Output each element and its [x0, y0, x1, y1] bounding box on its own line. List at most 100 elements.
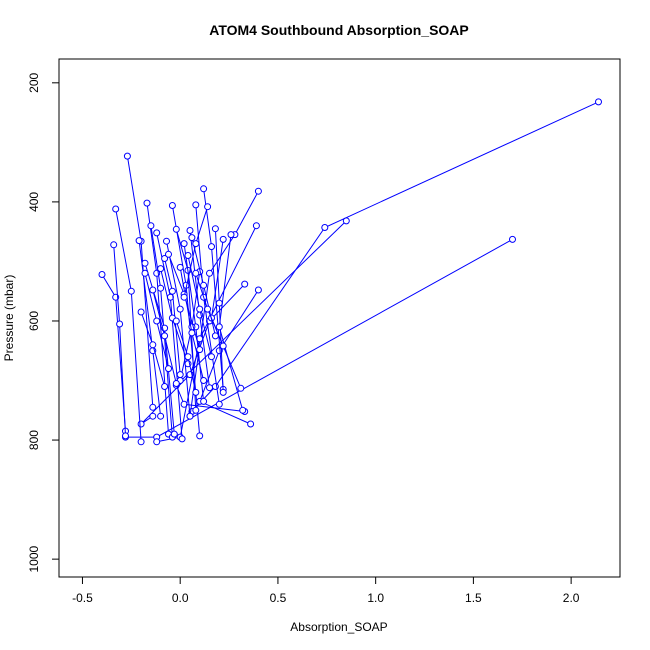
series-37	[172, 317, 200, 396]
data-point	[153, 438, 161, 446]
series-32	[157, 265, 192, 368]
series-line	[189, 190, 259, 417]
data-point	[186, 227, 194, 234]
series-29	[184, 252, 215, 361]
data-point	[215, 299, 223, 307]
series-30	[137, 308, 169, 390]
data-point	[204, 203, 212, 211]
data-point	[192, 269, 200, 277]
data-point	[178, 435, 186, 443]
data-point	[239, 406, 247, 414]
data-point	[137, 438, 145, 446]
data-point	[192, 201, 200, 209]
data-point	[200, 185, 208, 193]
data-point	[200, 377, 208, 384]
data-point	[208, 353, 215, 361]
data-point	[149, 403, 157, 411]
data-point	[192, 240, 200, 248]
data-point	[165, 365, 172, 373]
data-point	[219, 342, 227, 350]
data-point	[168, 202, 176, 209]
x-tick-label: 2.0	[563, 591, 580, 605]
data-point	[137, 308, 145, 316]
series-36	[192, 269, 227, 350]
series-23	[215, 231, 247, 414]
data-point	[127, 287, 135, 295]
data-point	[137, 420, 145, 428]
data-point	[215, 323, 223, 331]
data-point	[116, 320, 124, 328]
data-point	[509, 235, 516, 243]
data-point	[206, 384, 213, 392]
data-point	[149, 286, 157, 294]
data-point	[147, 222, 155, 230]
data-point	[186, 412, 194, 420]
data-point	[165, 250, 172, 258]
data-point	[172, 225, 180, 233]
data-point	[241, 280, 249, 288]
data-point	[184, 353, 192, 361]
axes: -0.5 0.0 0.5 1.0 1.5 2.0 200 400 600 800 1000	[27, 72, 580, 605]
series-27	[161, 255, 184, 379]
data-point	[595, 98, 602, 106]
data-point	[227, 231, 235, 239]
data-point	[172, 380, 180, 387]
series-22	[211, 225, 227, 396]
data-point	[170, 430, 178, 438]
series-19	[186, 227, 213, 392]
data-point	[219, 235, 227, 243]
data-point	[112, 205, 120, 213]
series-38	[180, 203, 212, 301]
series-15	[163, 237, 194, 420]
data-point	[110, 241, 118, 249]
y-axis-label: Pressure (mbar)	[2, 275, 16, 362]
data-point	[321, 224, 329, 231]
y-tick-label: 800	[27, 430, 41, 450]
series-8	[110, 241, 129, 440]
data-point	[157, 284, 165, 292]
data-point	[123, 152, 131, 160]
data-point	[168, 287, 176, 295]
x-axis-label: Absorption_SOAP	[290, 620, 387, 634]
data-point	[172, 317, 180, 325]
chart-title: ATOM4 Southbound Absorption_SOAP	[209, 22, 469, 38]
data-point	[204, 305, 212, 313]
data-point	[180, 293, 188, 301]
data-point	[192, 388, 200, 396]
series-16	[168, 202, 204, 440]
data-point	[157, 412, 165, 420]
plot-area	[98, 98, 602, 446]
series-31	[149, 286, 180, 387]
data-point	[211, 225, 219, 233]
x-tick-label: 0.0	[172, 591, 189, 605]
series-5	[196, 286, 262, 428]
data-point	[161, 255, 169, 262]
data-point	[163, 237, 170, 245]
data-point	[200, 397, 208, 405]
x-tick-label: 1.5	[465, 591, 482, 605]
data-point	[206, 269, 213, 277]
data-point	[192, 406, 200, 414]
data-point	[208, 243, 215, 251]
data-point	[176, 371, 184, 379]
x-tick-label: -0.5	[72, 591, 93, 605]
data-point	[157, 265, 165, 273]
data-point	[237, 384, 245, 392]
data-point	[149, 341, 157, 349]
series-13	[141, 259, 178, 438]
y-tick-label: 1000	[27, 545, 41, 572]
data-point	[200, 281, 208, 289]
series-12	[147, 222, 176, 441]
data-point	[98, 271, 106, 278]
data-point	[153, 317, 161, 325]
data-point	[184, 252, 192, 259]
y-tick-label: 600	[27, 311, 41, 331]
data-point	[149, 412, 157, 420]
data-point	[254, 187, 262, 195]
data-point	[252, 222, 260, 230]
data-point	[247, 420, 255, 428]
x-tick-label: 1.0	[367, 591, 384, 605]
y-axis: 200 400 600 800 1000	[27, 72, 60, 572]
data-point	[176, 263, 184, 271]
